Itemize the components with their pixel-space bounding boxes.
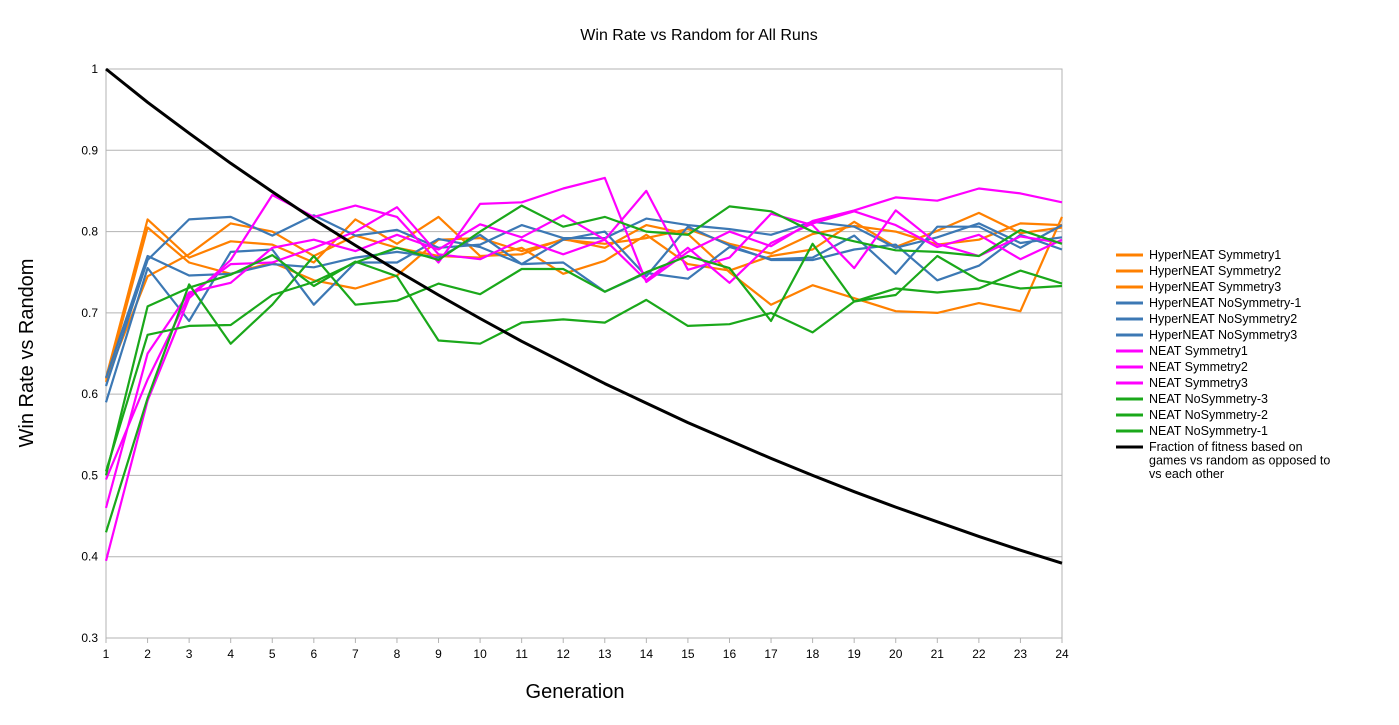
y-tick-label: 0.3	[81, 631, 98, 645]
x-tick-label: 22	[972, 647, 986, 661]
legend-label: NEAT NoSymmetry-1	[1149, 424, 1268, 438]
chart-title: Win Rate vs Random for All Runs	[580, 27, 817, 44]
legend-label: NEAT Symmetry1	[1149, 344, 1248, 358]
x-tick-labels: 1 2 3 4 5 6 7 8 9 10 11 12 13 14 15 16 17 18 19 20 21 22 23 24	[103, 638, 1069, 661]
x-tick-label: 19	[847, 647, 861, 661]
x-tick-label: 21	[931, 647, 945, 661]
y-tick-labels: 0.3 0.4 0.5 0.6 0.7 0.8 0.9 1	[81, 62, 98, 645]
y-tick-label: 0.6	[81, 387, 98, 401]
x-tick-label: 20	[889, 647, 903, 661]
series-line-10	[104, 242, 1063, 533]
series-line-4	[104, 214, 1063, 387]
y-tick-label: 0.4	[81, 550, 98, 564]
x-tick-label: 8	[394, 647, 401, 661]
x-tick-label: 12	[557, 647, 571, 661]
x-axis-title: Generation	[526, 681, 625, 703]
legend-label: NEAT Symmetry2	[1149, 360, 1248, 374]
x-tick-label: 17	[764, 647, 778, 661]
x-tick-label: 23	[1014, 647, 1028, 661]
x-tick-label: 9	[435, 647, 442, 661]
legend-label: NEAT Symmetry3	[1149, 376, 1248, 390]
x-tick-label: 4	[227, 647, 234, 661]
y-tick-label: 0.9	[81, 143, 98, 157]
legend-label: HyperNEAT Symmetry1	[1149, 248, 1281, 262]
series-line-2	[104, 215, 1064, 379]
series-line-7	[104, 176, 1063, 562]
x-tick-label: 15	[681, 647, 695, 661]
y-axis-title: Win Rate vs Random	[16, 259, 38, 448]
series-lines	[104, 67, 1064, 565]
series-line-5	[104, 224, 1063, 403]
x-tick-label: 6	[310, 647, 317, 661]
legend-label: NEAT NoSymmetry-2	[1149, 408, 1268, 422]
series-line-12	[104, 204, 1063, 472]
x-tick-label: 7	[352, 647, 359, 661]
series-line-8	[104, 189, 1063, 509]
x-tick-label: 11	[515, 647, 528, 661]
x-tick-label: 24	[1055, 647, 1069, 661]
series-line-1	[104, 222, 1063, 383]
legend-label: HyperNEAT NoSymmetry3	[1149, 328, 1297, 342]
x-tick-label: 16	[723, 647, 737, 661]
legend: HyperNEAT Symmetry1 HyperNEAT Symmetry2 Hy…	[1116, 248, 1330, 481]
series-line-13	[105, 67, 1063, 565]
plot-area	[105, 68, 1063, 639]
y-tick-label: 1	[91, 62, 98, 76]
legend-label: HyperNEAT Symmetry2	[1149, 264, 1281, 278]
legend-label: HyperNEAT NoSymmetry-1	[1149, 296, 1301, 310]
x-tick-label: 2	[144, 647, 151, 661]
legend-label: Fraction of fitness based on games vs ran…	[1149, 440, 1330, 481]
x-tick-label: 10	[473, 647, 487, 661]
x-tick-label: 1	[103, 647, 110, 661]
series-line-11	[104, 254, 1063, 476]
y-tick-label: 0.8	[81, 225, 98, 239]
x-tick-label: 18	[806, 647, 820, 661]
x-tick-label: 3	[186, 647, 193, 661]
x-tick-label: 14	[640, 647, 654, 661]
x-tick-label: 13	[598, 647, 612, 661]
x-tick-label: 5	[269, 647, 276, 661]
legend-label: HyperNEAT NoSymmetry2	[1149, 312, 1297, 326]
legend-label: HyperNEAT Symmetry3	[1149, 280, 1281, 294]
y-tick-label: 0.5	[81, 468, 98, 482]
series-line-3	[104, 211, 1063, 380]
series-line-9	[104, 206, 1063, 480]
grid-lines	[106, 68, 1062, 639]
legend-label: NEAT NoSymmetry-3	[1149, 392, 1268, 406]
y-tick-label: 0.7	[81, 306, 98, 320]
